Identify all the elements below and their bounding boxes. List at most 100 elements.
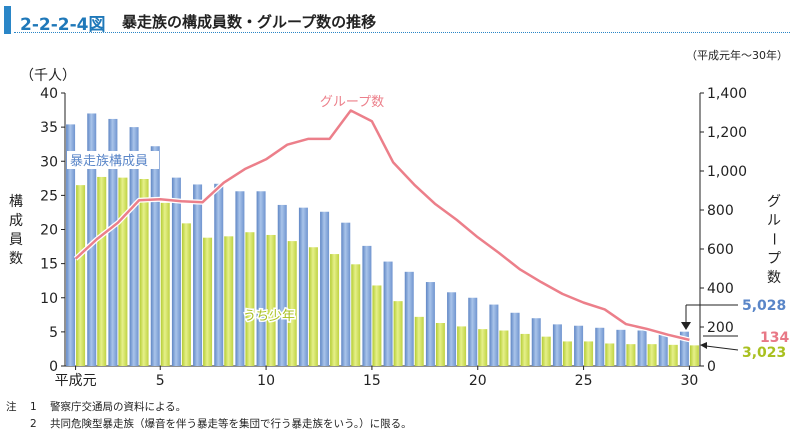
member-bar (510, 312, 520, 366)
y-right-title-char: ー (765, 232, 781, 246)
y-right-tick-label: 0 (707, 359, 716, 375)
note-text: 警察庁交通局の資料による。 (50, 401, 187, 413)
juvenile-callout-arrow (700, 342, 707, 349)
member-bar (129, 127, 139, 366)
juvenile-bar (203, 237, 213, 366)
juvenile-bar (118, 177, 128, 366)
member-bar (425, 282, 435, 366)
chart-area: 051015202530354002004006008001,0001,2001… (9, 68, 789, 389)
juvenile-callout-line (705, 345, 739, 351)
y-right-tick-label: 800 (707, 203, 734, 219)
y-left-title-char: 数 (9, 251, 23, 267)
y-right-tick-label: 1,200 (707, 125, 747, 141)
juvenile-bar (584, 341, 594, 366)
x-tick-label: 30 (681, 373, 699, 389)
juvenile-bar (308, 247, 318, 366)
member-bar (341, 222, 351, 366)
x-tick-label: 15 (363, 373, 381, 389)
figure-title-bar: 2-2-2-4図 暴走族の構成員数・グループ数の推移 (4, 6, 790, 35)
member-bar (404, 271, 414, 366)
member-bar (108, 118, 118, 366)
juvenile-bar (245, 232, 255, 366)
y-left-tick-label: 10 (40, 291, 58, 307)
member-bar (447, 292, 457, 366)
y-left-tick-label: 20 (40, 223, 58, 239)
note-text: 共同危険型暴走族（爆音を伴う暴走等を集団で行う暴走族をいう。）に限る。 (50, 418, 412, 430)
member-bar (574, 325, 584, 366)
member-bar (235, 191, 245, 366)
juvenile-bar (330, 254, 340, 366)
juvenile-bar (647, 344, 657, 366)
notes: 注 1 警察庁交通局の資料による。 2 共同危険型暴走族（爆音を伴う暴走等を集団で行う… (6, 399, 412, 433)
juvenile-series-label: うち少年 (243, 309, 295, 324)
title-accent-bar (4, 6, 11, 34)
juvenile-bar (668, 344, 678, 366)
juvenile-bar (689, 345, 699, 366)
member-bar (383, 261, 393, 366)
x-tick-label: 25 (575, 373, 593, 389)
juvenile-bar (139, 178, 149, 366)
y-left-tick-label: 30 (40, 154, 58, 170)
juvenile-bar (626, 344, 636, 366)
y-left-tick-label: 15 (40, 257, 58, 273)
member-bar (531, 318, 541, 366)
y-left-tick-label: 40 (40, 86, 58, 102)
y-right-title-char: グ (767, 194, 781, 210)
note-mark: 注 (6, 401, 17, 413)
note-1: 注 1 警察庁交通局の資料による。 (6, 399, 412, 416)
period-label: （平成元年～30年） (686, 49, 788, 62)
note-2: 2 共同危険型暴走族（爆音を伴う暴走等を集団で行う暴走族をいう。）に限る。 (6, 416, 412, 433)
member-bar (171, 177, 181, 366)
member-bar (679, 331, 689, 366)
juvenile-bar (97, 176, 107, 366)
juvenile-bar (266, 234, 276, 366)
juvenile-bar (414, 316, 424, 366)
y-left-tick-label: 25 (40, 188, 58, 204)
y-left-unit: （千人） (20, 68, 76, 84)
note-number: 1 (30, 401, 37, 413)
member-bar (87, 113, 97, 366)
group-end-label: 134 (760, 330, 789, 346)
member-bar (256, 191, 266, 366)
juvenile-bar (562, 341, 572, 366)
juvenile-bar (372, 285, 382, 366)
juvenile-bar (224, 236, 234, 366)
y-right-title-char: プ (767, 251, 781, 267)
x-tick-label: 平成元 (55, 373, 97, 389)
juvenile-bar (435, 323, 445, 366)
x-tick-label: 20 (469, 373, 487, 389)
group-series-label: グループ数 (320, 95, 384, 110)
member-bar (150, 146, 160, 366)
title-divider (14, 32, 790, 33)
figure-number: 2-2-2-4図 (20, 15, 106, 35)
x-tick-label: 5 (156, 373, 165, 389)
juvenile-bar (605, 343, 615, 366)
member-bar (277, 204, 287, 366)
y-left-title-char: 構 (9, 194, 23, 210)
y-left-tick-label: 5 (49, 325, 58, 341)
member-bar (616, 329, 626, 366)
juvenile-bar (351, 264, 361, 366)
member-label-bg (67, 151, 159, 169)
member-bar (298, 207, 308, 366)
member-bar (214, 183, 224, 366)
y-right-tick-label: 600 (707, 242, 734, 258)
group-line (74, 109, 690, 342)
member-end-label: 5,028 (742, 298, 786, 314)
y-right-title-char: ル (767, 213, 781, 229)
y-right-tick-label: 1,000 (707, 164, 747, 180)
juvenile-bar (478, 329, 488, 366)
juvenile-bar (520, 333, 530, 366)
member-bar (320, 211, 330, 366)
member-bar (193, 184, 203, 366)
y-left-title-char: 成 (9, 213, 23, 229)
note-number: 2 (30, 418, 37, 430)
member-bar (468, 297, 478, 366)
juvenile-bar (287, 241, 297, 366)
y-right-title-char: 数 (767, 270, 781, 286)
x-tick-label: 10 (257, 373, 275, 389)
juvenile-bar (457, 326, 467, 366)
member-bar (637, 330, 647, 366)
juvenile-bar (76, 185, 86, 366)
juvenile-bar (393, 301, 403, 366)
